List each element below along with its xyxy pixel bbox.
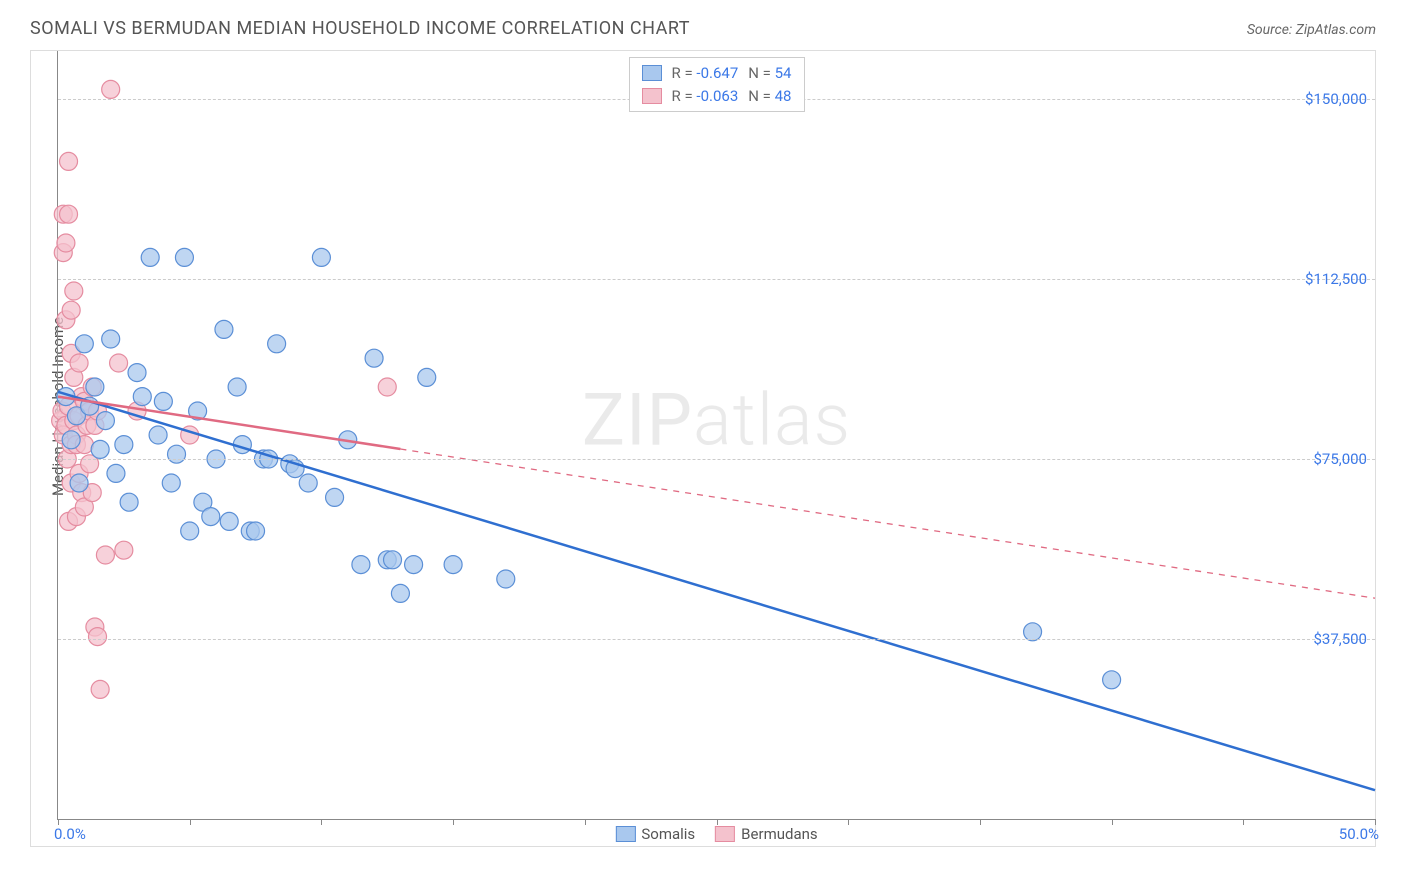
data-point — [228, 378, 246, 396]
data-point — [102, 330, 120, 348]
correlation-legend: R = -0.647 N = 54 R = -0.063 N = 48 — [629, 57, 805, 112]
data-point — [89, 628, 107, 646]
trend-line-extrapolated — [400, 449, 1375, 598]
legend-row: R = -0.647 N = 54 — [642, 62, 792, 85]
data-point — [120, 493, 138, 511]
source-label: Source: ZipAtlas.com — [1247, 22, 1376, 38]
x-tick — [585, 819, 586, 825]
chart-container: Median Household Income ZIPatlas R = -0.… — [30, 50, 1376, 847]
data-point — [202, 508, 220, 526]
legend-label: Bermudans — [741, 825, 817, 843]
y-tick-label: $75,000 — [1313, 450, 1367, 468]
gridline — [58, 459, 1375, 460]
y-tick-label: $112,500 — [1305, 270, 1367, 288]
legend-label: Somalis — [641, 825, 695, 843]
x-tick — [848, 819, 849, 825]
y-tick-label: $150,000 — [1305, 90, 1367, 108]
data-point — [65, 282, 83, 300]
data-point — [62, 301, 80, 319]
data-point — [96, 546, 114, 564]
data-point — [175, 248, 193, 266]
data-point — [312, 248, 330, 266]
gridline — [58, 279, 1375, 280]
data-point — [215, 320, 233, 338]
data-point — [378, 378, 396, 396]
data-point — [299, 474, 317, 492]
data-point — [57, 234, 75, 252]
legend-item: Somalis — [615, 825, 695, 843]
x-tick — [190, 819, 191, 825]
x-tick — [1112, 819, 1113, 825]
x-tick — [1243, 819, 1244, 825]
data-point — [115, 436, 133, 454]
data-point — [141, 248, 159, 266]
r-stat: R = -0.647 — [672, 62, 739, 85]
scatter-svg — [58, 51, 1375, 819]
data-point — [154, 392, 172, 410]
data-point — [365, 349, 383, 367]
data-point — [352, 556, 370, 574]
x-axis-end-label: 50.0% — [1339, 825, 1379, 843]
data-point — [96, 412, 114, 430]
data-point — [110, 354, 128, 372]
data-point — [181, 522, 199, 540]
data-point — [107, 464, 125, 482]
data-point — [497, 570, 515, 588]
n-stat: N = 54 — [748, 62, 791, 85]
data-point — [162, 474, 180, 492]
data-point — [168, 445, 186, 463]
data-point — [91, 440, 109, 458]
data-point — [91, 680, 109, 698]
data-point — [70, 354, 88, 372]
gridline — [58, 639, 1375, 640]
x-tick — [453, 819, 454, 825]
data-point — [115, 541, 133, 559]
data-point — [149, 426, 167, 444]
data-point — [133, 388, 151, 406]
x-tick — [321, 819, 322, 825]
series-swatch-icon — [615, 826, 635, 842]
series-legend: Somalis Bermudans — [615, 825, 817, 843]
data-point — [70, 474, 88, 492]
data-point — [418, 368, 436, 386]
data-point — [86, 378, 104, 396]
x-axis-start-label: 0.0% — [54, 825, 86, 843]
trend-line — [58, 392, 1375, 790]
series-swatch-icon — [715, 826, 735, 842]
legend-item: Bermudans — [715, 825, 817, 843]
data-point — [247, 522, 265, 540]
data-point — [384, 551, 402, 569]
data-point — [326, 488, 344, 506]
data-point — [405, 556, 423, 574]
data-point — [128, 364, 146, 382]
legend-row: R = -0.063 N = 48 — [642, 85, 792, 108]
data-point — [60, 152, 78, 170]
data-point — [62, 431, 80, 449]
n-stat: N = 48 — [748, 85, 791, 108]
data-point — [220, 512, 238, 530]
data-point — [1103, 671, 1121, 689]
chart-title: SOMALI VS BERMUDAN MEDIAN HOUSEHOLD INCO… — [30, 18, 690, 39]
r-stat: R = -0.063 — [672, 85, 739, 108]
x-tick — [980, 819, 981, 825]
series-swatch-icon — [642, 88, 662, 104]
data-point — [391, 584, 409, 602]
data-point — [444, 556, 462, 574]
data-point — [268, 335, 286, 353]
y-tick-label: $37,500 — [1313, 630, 1367, 648]
plot-area: ZIPatlas R = -0.647 N = 54 R = -0.063 N … — [57, 51, 1375, 820]
series-swatch-icon — [642, 65, 662, 81]
data-point — [75, 335, 93, 353]
data-point — [102, 80, 120, 98]
data-point — [60, 205, 78, 223]
